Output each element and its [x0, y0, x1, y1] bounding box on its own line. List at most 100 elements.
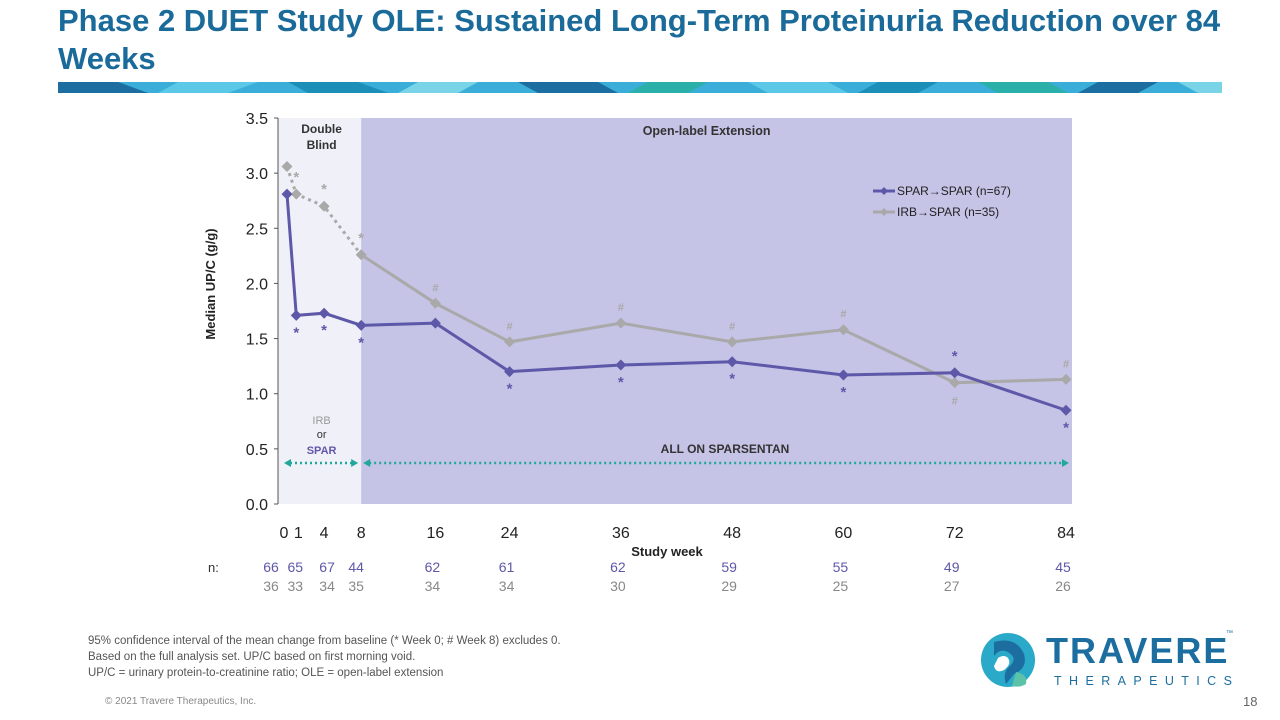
- series-spar-point: [355, 319, 367, 331]
- series-irb-point: [290, 188, 302, 200]
- series-irb-significance-marker: #: [840, 309, 846, 321]
- n-spar-value: 55: [833, 559, 849, 575]
- series-spar-significance-marker: *: [841, 384, 847, 401]
- y-tick-label: 0.5: [246, 442, 268, 459]
- note-all-on-sparsentan: ALL ON SPARSENTAN: [661, 442, 790, 456]
- x-tick-label: 84: [1057, 525, 1075, 542]
- series-spar-significance-marker: *: [507, 381, 513, 398]
- n-spar-value: 66: [263, 559, 279, 575]
- n-irb-value: 26: [1055, 578, 1071, 594]
- series-spar-significance-marker: *: [321, 322, 327, 339]
- x-tick-label: 0: [280, 525, 289, 542]
- series-spar-point: [290, 309, 302, 321]
- n-irb-value: 33: [287, 578, 303, 594]
- series-spar-point: [615, 359, 627, 371]
- page-number: 18: [1243, 694, 1258, 709]
- series-spar-point: [726, 356, 738, 368]
- y-tick-label: 3.5: [246, 111, 268, 128]
- series-spar-significance-marker: *: [729, 371, 735, 388]
- series-irb-line-double-blind: [285, 166, 363, 256]
- series-irb-significance-marker: #: [432, 282, 438, 294]
- n-irb-value: 29: [721, 578, 737, 594]
- n-spar-value: 62: [425, 559, 441, 575]
- n-spar-value: 59: [721, 559, 737, 575]
- series-irb-point: [726, 336, 738, 348]
- n-irb-value: 25: [833, 578, 849, 594]
- n-irb-value: 27: [944, 578, 960, 594]
- series-spar-significance-marker: *: [618, 374, 624, 391]
- series-irb-significance-marker: #: [507, 321, 513, 333]
- legend-spar-label: SPAR→SPAR (n=67): [897, 184, 1011, 198]
- series-irb-significance-marker: *: [321, 181, 327, 198]
- y-tick-label: 3.0: [246, 166, 268, 183]
- note-spar: SPAR: [307, 445, 337, 457]
- series-spar-point: [318, 307, 330, 319]
- series-spar-significance-marker: *: [358, 334, 364, 351]
- n-spar-value: 67: [319, 559, 335, 575]
- ole-arrow-left-head: [363, 459, 371, 467]
- series-spar-significance-marker: *: [293, 324, 299, 341]
- logo-trademark: ™: [1226, 630, 1233, 637]
- y-tick-label: 1.5: [246, 332, 268, 349]
- series-irb-significance-marker: #: [618, 302, 624, 314]
- double-blind-arrow-right-head: [351, 459, 359, 467]
- series-spar-point: [949, 367, 961, 379]
- n-spar-value: 45: [1055, 559, 1071, 575]
- series-irb-point: [318, 200, 330, 212]
- series-spar-point: [837, 369, 849, 381]
- series-irb-point: [281, 161, 293, 173]
- series-irb-significance-marker: #: [1063, 358, 1069, 370]
- n-irb-value: 34: [499, 578, 515, 594]
- series-irb-point: [1060, 373, 1072, 385]
- series-spar-point: [504, 366, 516, 378]
- note-irb: IRB: [312, 415, 330, 427]
- series-irb-significance-marker: *: [293, 169, 299, 186]
- series-irb-point: [615, 317, 627, 329]
- y-tick-label: 2.5: [246, 221, 268, 238]
- n-spar-value: 62: [610, 559, 626, 575]
- n-irb-value: 30: [610, 578, 626, 594]
- open-label-region: [361, 118, 1072, 504]
- legend-spar-marker: [880, 187, 888, 195]
- series-irb-point: [949, 377, 961, 389]
- slide-title: Phase 2 DUET Study OLE: Sustained Long-T…: [58, 3, 1221, 76]
- series-irb-significance-marker: *: [358, 230, 364, 247]
- x-tick-label: 36: [612, 525, 630, 542]
- y-tick-label: 2.0: [246, 276, 268, 293]
- y-axis-title: Median UP/C (g/g): [203, 228, 218, 339]
- n-spar-value: 44: [348, 559, 364, 575]
- n-irb-value: 34: [425, 578, 441, 594]
- copyright: © 2021 Travere Therapeutics, Inc.: [105, 696, 257, 707]
- decorative-banner: [58, 82, 1222, 93]
- double-blind-label-line: Blind: [307, 138, 337, 152]
- y-tick-label: 0.0: [246, 497, 268, 514]
- series-irb-significance-marker: #: [729, 321, 735, 333]
- series-spar-point: [429, 317, 441, 329]
- travere-logo: TRAVERE ™ THERAPEUTICS: [976, 628, 1236, 692]
- footnotes: 95% confidence interval of the mean chan…: [88, 633, 561, 681]
- series-spar-point: [281, 188, 293, 200]
- x-tick-label: 1: [294, 525, 303, 542]
- ole-arrow-right-head: [1062, 459, 1069, 467]
- logo-subtitle: THERAPEUTICS: [1054, 674, 1240, 688]
- series-irb-point: [429, 297, 441, 309]
- logo-name: TRAVERE: [1046, 630, 1230, 671]
- series-spar-point: [1060, 404, 1072, 416]
- x-tick-label: 24: [501, 525, 519, 542]
- series-irb-significance-marker: #: [952, 396, 958, 408]
- footnote-ci: 95% confidence interval of the mean chan…: [88, 635, 561, 647]
- n-spar-value: 65: [287, 559, 303, 575]
- travere-logo-mark-icon: [981, 633, 1035, 687]
- n-spar-value: 61: [499, 559, 515, 575]
- x-tick-label: 48: [723, 525, 741, 542]
- note-or: or: [317, 429, 327, 441]
- series-spar-significance-marker: *: [1063, 419, 1069, 436]
- x-tick-label: 60: [835, 525, 853, 542]
- x-tick-label: 16: [426, 525, 444, 542]
- x-tick-label: 4: [320, 525, 329, 542]
- n-row-label: n:: [208, 560, 219, 575]
- series-irb-point: [504, 336, 516, 348]
- footnote-analysis-set: Based on the full analysis set. UP/C bas…: [88, 651, 416, 663]
- n-irb-value: 34: [319, 578, 335, 594]
